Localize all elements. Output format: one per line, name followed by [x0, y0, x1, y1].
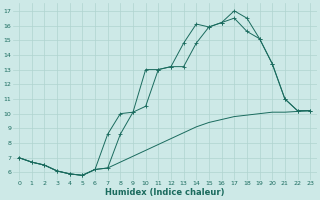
X-axis label: Humidex (Indice chaleur): Humidex (Indice chaleur) — [105, 188, 224, 197]
